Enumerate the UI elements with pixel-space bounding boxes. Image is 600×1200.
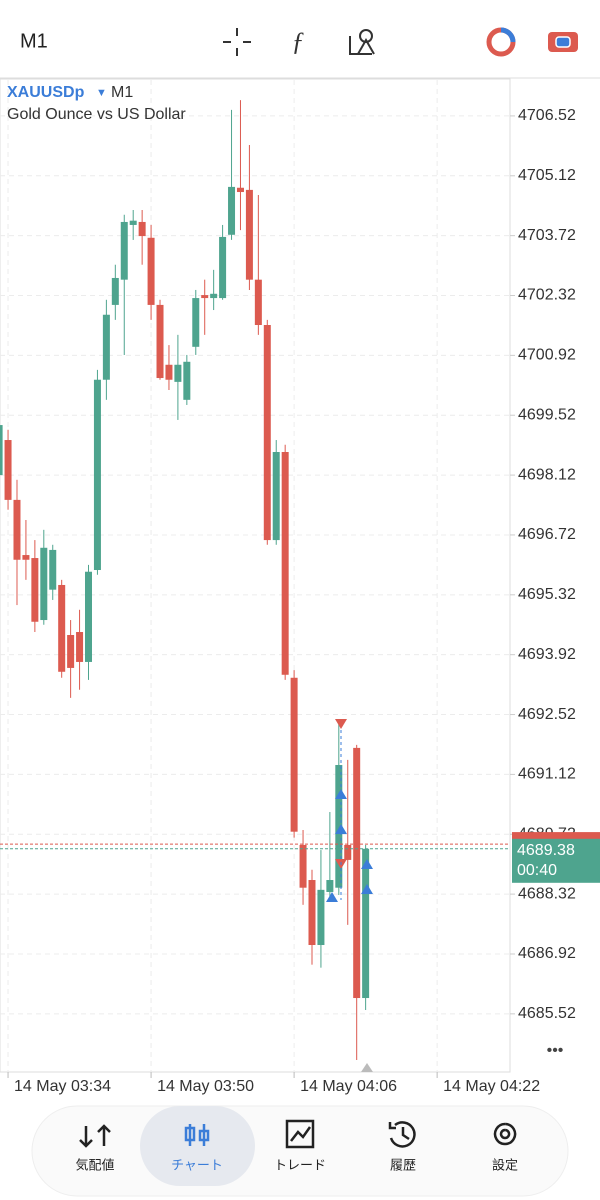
chart-timeframe: M1 (111, 84, 133, 101)
y-tick-label: 4698.12 (518, 466, 576, 483)
symbol[interactable]: XAUUSDp (7, 84, 85, 101)
ask-box (512, 832, 600, 843)
nav-active-bg (140, 1106, 255, 1186)
y-tick-label: 4706.52 (518, 107, 576, 124)
y-tick-label: 4700.92 (518, 347, 576, 364)
y-tick-label: 4686.92 (518, 945, 576, 962)
more-button[interactable]: ••• (547, 1042, 564, 1059)
plot-frame (0, 78, 511, 1073)
y-tick-label: 4705.12 (518, 167, 576, 184)
trade-arrow (361, 884, 373, 894)
nav-label[interactable]: 気配値 (75, 1157, 114, 1172)
y-tick-label: 4688.32 (518, 885, 576, 902)
nav-icon[interactable] (285, 1119, 315, 1149)
nav-label[interactable]: チャート (171, 1157, 223, 1172)
nav-icon[interactable] (493, 1122, 517, 1146)
trade-arrow (326, 892, 338, 902)
candle-body (299, 844, 307, 888)
y-tick-label: 4692.52 (518, 706, 576, 723)
candle-body (308, 880, 316, 946)
nav-icon[interactable] (388, 1121, 416, 1148)
candle-body (344, 844, 352, 860)
trade-icon[interactable] (548, 32, 578, 52)
candle-body (129, 220, 137, 225)
account-icon[interactable] (486, 27, 516, 57)
candle-body (353, 747, 361, 999)
candle-body (58, 584, 66, 672)
candle-body (183, 361, 191, 400)
candle-body (192, 298, 200, 347)
candle-body (0, 425, 3, 476)
nav-label[interactable]: 履歴 (390, 1157, 416, 1172)
countdown: 00:40 (517, 862, 557, 879)
candle-body (93, 379, 101, 571)
crosshair-icon[interactable] (223, 28, 251, 56)
candle-body (40, 547, 48, 621)
candle-body (49, 549, 57, 590)
trade-arrow (335, 789, 347, 799)
candle-body (219, 236, 227, 299)
symbol-dropdown[interactable]: ▼ (96, 87, 107, 99)
bid-label: 4689.38 (517, 842, 575, 859)
candle-body (362, 848, 370, 999)
nav-icon[interactable] (184, 1124, 210, 1146)
y-tick-label: 4699.52 (518, 406, 576, 423)
time-marker (361, 1063, 373, 1072)
candle-body (147, 237, 155, 305)
candle-body (290, 677, 298, 832)
y-tick-label: 4691.12 (518, 766, 576, 783)
candle-body (236, 187, 244, 193)
candle-body (210, 293, 218, 299)
trade-arrow (361, 859, 373, 869)
candle-body (165, 364, 173, 380)
x-tick-label: 14 May 04:06 (300, 1078, 397, 1095)
candle-body (31, 558, 39, 622)
candle-body (174, 364, 182, 382)
candle-body (13, 499, 21, 560)
y-tick-label: 4693.92 (518, 646, 576, 663)
candle-body (67, 635, 75, 668)
candle-body (272, 452, 280, 541)
y-tick-label: 4685.52 (518, 1005, 576, 1022)
x-tick-label: 14 May 03:34 (14, 1078, 111, 1095)
candle-body (228, 186, 236, 235)
candle-body (4, 440, 12, 500)
candle-body (22, 555, 30, 560)
nav-icon[interactable] (79, 1124, 111, 1148)
candle-body (111, 277, 119, 305)
candle-body (120, 221, 128, 280)
candle-body (138, 221, 146, 237)
y-tick-label: 4703.72 (518, 227, 576, 244)
indicators-icon[interactable]: ƒ (292, 27, 305, 56)
nav-label[interactable]: 設定 (492, 1157, 518, 1172)
candle-body (326, 880, 334, 892)
candle-body (281, 452, 289, 675)
candle-body (156, 304, 164, 379)
x-tick-label: 14 May 03:50 (157, 1078, 254, 1095)
bid-box (512, 838, 600, 883)
candle-body (85, 571, 93, 662)
nav-bar (31, 1105, 569, 1197)
candle-body (335, 764, 343, 888)
candle-body (245, 189, 253, 280)
candle-body (201, 295, 209, 299)
candle-body (102, 314, 110, 380)
candle-body (263, 325, 271, 541)
x-tick-label: 14 May 04:22 (443, 1078, 540, 1095)
trade-arrow (335, 719, 347, 729)
candle-body (317, 889, 325, 946)
candle-body (254, 279, 262, 326)
y-tick-label: 4702.32 (518, 287, 576, 304)
symbol-description: Gold Ounce vs US Dollar (7, 106, 186, 123)
timeframe-button[interactable]: M1 (20, 30, 48, 52)
candle-body (76, 632, 84, 662)
objects-icon[interactable] (349, 29, 375, 55)
nav-label[interactable]: トレード (274, 1157, 326, 1172)
y-tick-label: 4695.32 (518, 586, 576, 603)
y-tick-label: 4696.72 (518, 526, 576, 543)
